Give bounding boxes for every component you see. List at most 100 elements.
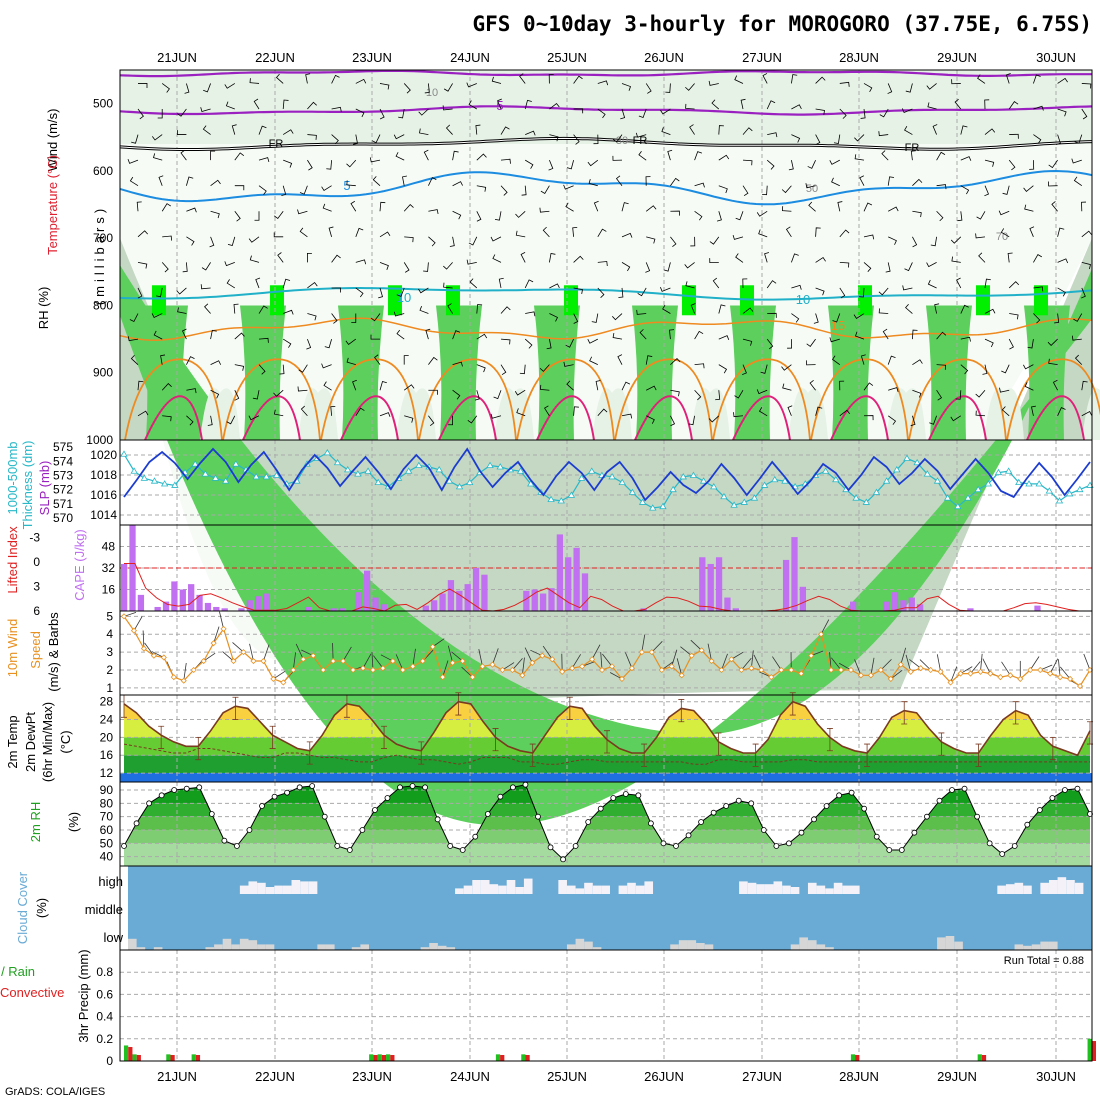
wind-barb [926,262,937,268]
wind-speed-point [120,613,128,620]
wind-barb [449,236,455,247]
thickness-point [913,458,921,466]
contour-label-purple: 5 [496,98,503,113]
wind-barb [404,415,414,423]
cape-bar [355,592,362,611]
wind-barb [791,104,802,110]
low-cloud-bar [136,947,146,950]
wind-barb [839,229,850,238]
low-cloud-bar [360,944,369,950]
wind-barb [210,210,220,219]
wind-barb [476,153,487,161]
convective-bar [1091,1041,1096,1061]
thickness-point [232,460,240,467]
cape-bar [565,557,572,611]
cape-bar [330,608,337,611]
wind-barb [785,226,792,238]
low-cloud-bar [816,944,826,950]
label-wind: Wind (m/s) [45,109,60,172]
cape-bar [154,606,161,611]
high-cloud-bar [455,888,464,894]
temp-contour-minus5 [119,105,1093,116]
wind-barb [136,201,142,212]
thickness-point [618,478,626,485]
rh-dry-pocket [396,388,436,440]
high-cloud-bar [1040,882,1049,894]
wind-barb [234,332,245,340]
surface-wind-barb [905,654,912,672]
wind-speed-point [170,674,177,681]
wind-barb [1029,160,1035,170]
wind-barb [839,409,851,417]
thickness-point [221,477,230,484]
wind-barb [734,75,744,84]
wind-barb [186,176,194,186]
wind-barb [984,338,994,348]
wind-barb [646,415,655,424]
wind-barb [331,287,341,293]
rh-point [886,847,893,853]
pressure-tick: 500 [93,97,113,111]
wind-speed-point [847,666,855,674]
convective-bar [855,1055,860,1061]
wind-barb [904,262,913,272]
minmax-bar [604,730,610,754]
rh-point [234,843,240,849]
rh-point [296,784,303,791]
wind-barb [767,312,777,318]
wind-speed-point [728,656,735,663]
wind-barb [787,405,793,416]
wind-barb [645,176,651,186]
wind-barb [646,385,657,391]
wind-speed-point [1076,682,1084,690]
wind-speed-point [509,666,516,674]
label-rh2m: 2m RH [28,802,43,842]
thickness-point [557,497,565,504]
high-cloud-bar [558,880,567,894]
wind-speed-point [330,657,337,665]
wind-barb [403,355,409,365]
rh-tick: 90 [100,783,114,797]
wind-barb [984,185,990,197]
wind-barb [355,227,364,237]
wind-barb [445,124,453,135]
wind-barb [975,233,986,239]
rh-point [221,837,228,844]
temp-contour-25 [340,395,399,441]
rh-plume [632,305,678,440]
wind-barb [1081,201,1087,212]
label-rain: Total / Rain [0,964,35,979]
wind-barb [379,231,391,238]
minmax-bar [195,736,202,761]
label-millibars: (millibars) [92,205,107,305]
wind-barb [1008,159,1016,171]
wind-barb [156,287,163,298]
wind-barb [476,364,486,373]
wind-barb [224,261,235,267]
wind-speed-point [1037,666,1044,674]
wind-barb [905,303,913,314]
wind-barb [791,74,798,84]
wind-barb [476,185,487,192]
minmax-bar [232,696,239,720]
wind-barb [689,124,695,135]
wind-barb [466,82,477,88]
wind-speed-point [887,675,894,682]
surface-wind-barb [183,662,187,681]
wind-speed-tick: 3 [106,645,113,659]
wind-barb [860,108,866,119]
wind-barb [546,339,552,350]
wind-barb [210,389,220,399]
rh-plume [730,305,776,440]
wind-barb [258,337,269,343]
wind-barb [307,101,317,110]
pressure-tick: 800 [93,298,113,312]
thickness-point [191,460,199,467]
wind-barb [355,108,365,118]
lifted-index-line [124,563,1090,612]
high-cloud-bar [523,878,533,894]
wind-barb [549,253,556,263]
rain-bar [166,1054,171,1061]
cape-bar [456,590,463,611]
rh-moist-layer [120,265,1092,826]
